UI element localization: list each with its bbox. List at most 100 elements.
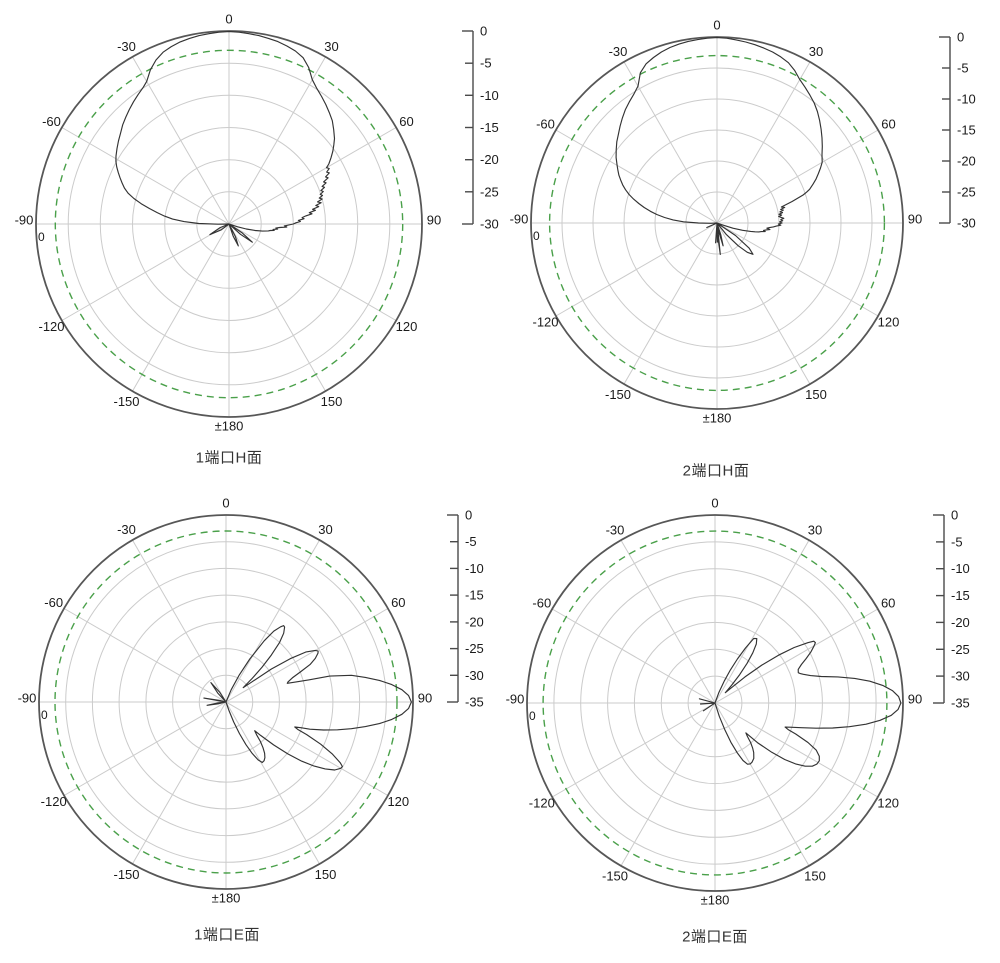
db-scale-label: 0: [465, 508, 472, 523]
db-scale-label: -5: [465, 534, 477, 549]
db-scale-label: -5: [951, 534, 963, 549]
angle-label: 120: [878, 315, 900, 330]
db-scale-label: -30: [480, 217, 499, 232]
outer-ring: [35, 30, 423, 418]
pattern-curve: [115, 31, 336, 247]
db-scale-label: -25: [480, 184, 499, 199]
angle-label: 30: [808, 522, 822, 537]
angle-label: -120: [532, 315, 558, 330]
grid-ring: [592, 98, 842, 348]
grid-ring: [660, 648, 770, 758]
angle-label: 0: [711, 496, 718, 511]
grid-ring: [553, 541, 877, 865]
angle-label: -150: [605, 387, 631, 402]
grid-ring: [99, 94, 359, 354]
outer-ring: [530, 36, 904, 410]
angle-label: 90: [908, 212, 922, 227]
angle-label: ±180: [701, 893, 730, 908]
angle-label: 90: [418, 691, 432, 706]
angle-label: -30: [117, 39, 136, 54]
angle-label: -60: [532, 596, 551, 611]
angle-label: 30: [324, 39, 338, 54]
grid-ring: [118, 594, 334, 810]
angle-label: 0: [222, 496, 229, 511]
angle-label: 150: [321, 394, 343, 409]
reference-circle: [54, 530, 398, 874]
db-scale-label: -35: [951, 696, 970, 711]
caption-port2-e-plane: 2端口E面: [682, 928, 748, 946]
grid-ring: [196, 191, 262, 257]
db-scale: 0 -5 -10 -15 -20 -25 -30: [939, 30, 976, 231]
db-scale-label: 0: [951, 508, 958, 523]
grid-ring: [172, 648, 280, 756]
polar-plot-port2-h: 0 30 60 90 120 150 ±180 -150 -120 -90 -60 -30 0 0 -5 -1…: [510, 18, 976, 426]
radial-zero-label: 0: [533, 229, 540, 243]
grid-ring: [561, 67, 873, 379]
polar-plot-port2-e: 0 30 60 90 120 150 ±180 -150 -120 -90 -60 -30 0 0 -5 -1…: [506, 496, 970, 908]
db-scale-label: -20: [951, 615, 970, 630]
grid-ring: [687, 675, 743, 731]
grid-ring: [654, 160, 780, 286]
db-scale-label: -25: [951, 642, 970, 657]
caption-port2-h-plane: 2端口H面: [682, 462, 750, 480]
db-scale: 0 -5 -10 -15 -20 -25 -30 -35: [447, 508, 484, 710]
angle-label: 120: [877, 796, 899, 811]
angle-label: -120: [529, 796, 555, 811]
pattern-curve: [698, 637, 902, 767]
angle-label: 150: [805, 387, 827, 402]
db-scale-label: -10: [957, 92, 976, 107]
db-scale-label: 0: [480, 24, 487, 39]
db-scale-label: -30: [957, 216, 976, 231]
angle-label: -90: [510, 212, 529, 227]
db-scale-label: -25: [465, 641, 484, 656]
caption-port1-e-plane: 1端口E面: [194, 926, 260, 944]
angle-label: 120: [396, 319, 418, 334]
reference-circle: [548, 54, 886, 392]
angle-label: -120: [38, 319, 64, 334]
angle-label: -150: [602, 869, 628, 884]
reference-circle: [54, 49, 404, 399]
db-scale-label: -15: [480, 120, 499, 135]
grid-ring: [633, 621, 797, 785]
db-scale-label: -15: [465, 588, 484, 603]
angle-label: -90: [18, 691, 37, 706]
db-scale-label: -20: [957, 154, 976, 169]
grid-ring: [145, 621, 307, 783]
db-scale-label: -20: [480, 152, 499, 167]
angle-label: 150: [315, 867, 337, 882]
angle-label: ±180: [703, 411, 732, 426]
angle-label: ±180: [212, 891, 241, 906]
grid-ring: [623, 129, 811, 317]
db-scale-label: -30: [465, 668, 484, 683]
db-scale-label: -35: [465, 695, 484, 710]
angle-label: 60: [881, 117, 895, 132]
pattern-curve: [203, 625, 412, 771]
db-scale: 0 -5 -10 -15 -20 -25 -30: [462, 24, 499, 232]
radial-zero-label: 0: [41, 708, 48, 722]
grid-ring: [685, 191, 749, 255]
angle-label: 30: [809, 44, 823, 59]
angle-label: -30: [609, 44, 628, 59]
angle-label: -90: [15, 213, 34, 228]
outer-ring: [38, 514, 414, 890]
angle-label: -30: [606, 522, 625, 537]
angle-label: ±180: [215, 419, 244, 434]
angle-label: 60: [881, 596, 895, 611]
grid-ring: [607, 595, 823, 811]
outer-ring: [526, 514, 904, 892]
db-scale-label: -5: [480, 56, 492, 71]
grid-ring: [65, 541, 387, 863]
grid-ring: [91, 567, 361, 837]
angle-label: -60: [536, 117, 555, 132]
grid-ring: [67, 62, 391, 386]
polar-plot-port1-h: 0 30 60 90 120 150 ±180 -150 -120 -90 -60 -30 0 0 -5 -1…: [15, 12, 499, 434]
db-scale-label: -10: [951, 561, 970, 576]
angle-label: 90: [908, 692, 922, 707]
db-scale-label: -15: [951, 588, 970, 603]
angle-label: -30: [117, 522, 136, 537]
db-scale-label: -10: [465, 561, 484, 576]
angle-label: 60: [391, 595, 405, 610]
angle-label: -90: [506, 692, 525, 707]
db-scale-label: -5: [957, 61, 969, 76]
